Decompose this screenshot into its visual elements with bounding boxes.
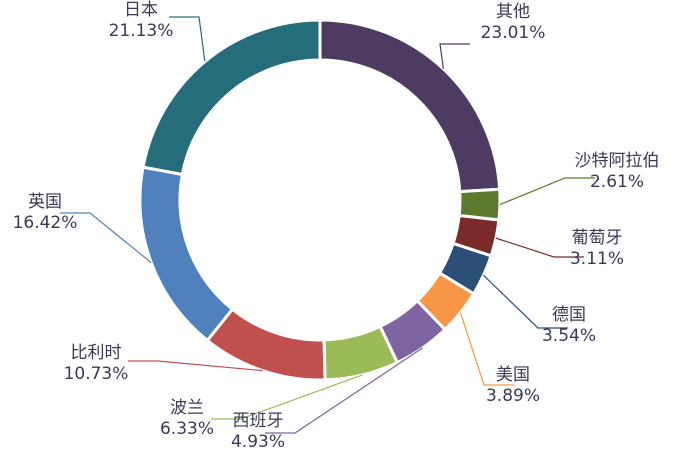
slice-category-label: 德国	[552, 305, 586, 325]
slice-category-label: 其他	[496, 2, 530, 22]
leader-line-1	[439, 43, 470, 70]
slice-value-label: 16.42%	[13, 213, 78, 233]
leader-line-9	[60, 212, 152, 264]
leader-lines	[60, 16, 595, 434]
slice-category-label: 葡萄牙	[572, 228, 623, 248]
leader-line-6	[265, 347, 423, 434]
leader-line-10	[169, 16, 206, 62]
slice-category-label: 沙特阿拉伯	[575, 151, 660, 171]
slice-value-label: 3.54%	[542, 326, 596, 346]
leader-line-3	[495, 237, 584, 258]
slice-value-label: 4.93%	[231, 432, 285, 452]
leader-line-2	[499, 177, 595, 206]
slice-value-label: 21.13%	[109, 21, 174, 41]
slice-category-label: 比利时	[71, 343, 122, 363]
leader-line-5	[459, 312, 514, 386]
slice-category-label: 美国	[496, 365, 530, 385]
slice-1	[318, 18, 502, 194]
slice-9	[138, 165, 235, 343]
slice-category-label: 英国	[28, 192, 62, 212]
slice-10	[141, 18, 322, 177]
donut-slices	[138, 18, 502, 382]
slice-category-label: 波兰	[170, 398, 204, 418]
leader-line-7	[211, 374, 363, 420]
slice-category-label: 日本	[124, 0, 158, 20]
slice-value-label: 3.89%	[486, 386, 540, 406]
slice-category-label: 西班牙	[233, 411, 284, 431]
slice-value-label: 3.11%	[570, 249, 624, 269]
leader-line-4	[483, 274, 568, 329]
slice-value-label: 6.33%	[160, 419, 214, 439]
slice-value-label: 23.01%	[481, 23, 546, 43]
slice-value-label: 10.73%	[64, 364, 129, 384]
leader-line-8	[128, 360, 263, 372]
slice-value-label: 2.61%	[590, 172, 644, 192]
